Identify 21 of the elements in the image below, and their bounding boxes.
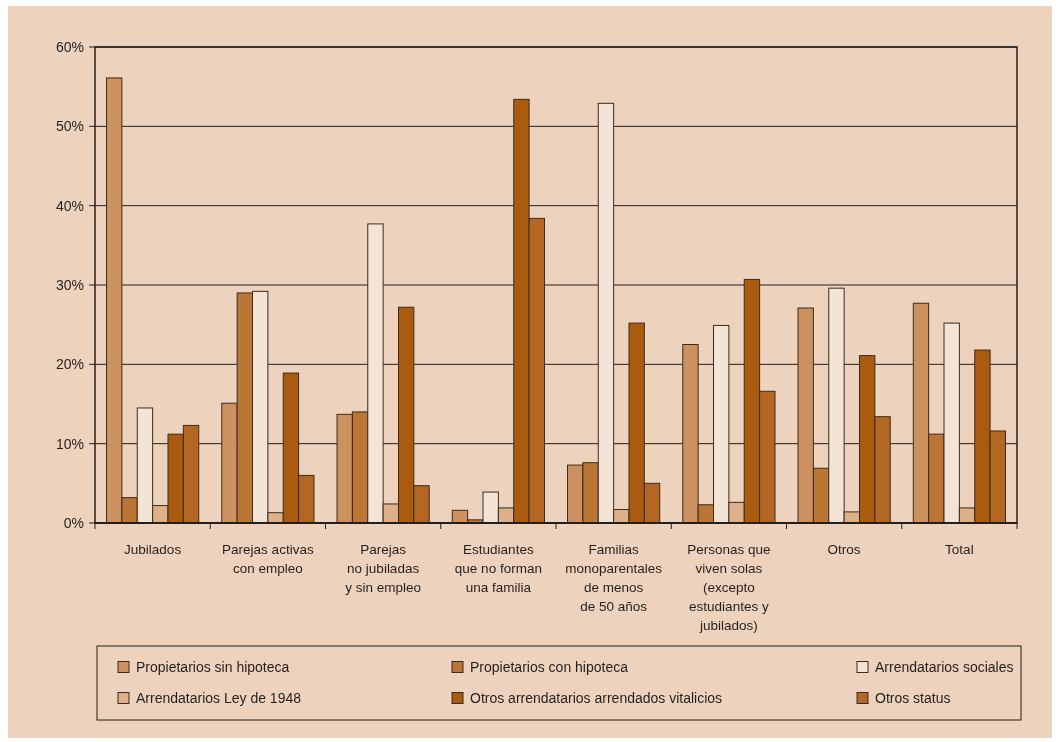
x-tick-label: Personas que viven solas (excepto estudiantes y jubilados) xyxy=(687,542,771,633)
x-tick-label: Parejas activas con empleo xyxy=(222,542,314,576)
legend-label: Arrendatarios sociales xyxy=(875,658,1014,675)
legend-label: Otros arrendatarios arrendados vitalicios xyxy=(470,689,723,706)
y-tick-label: 40% xyxy=(55,197,84,214)
y-tick-label: 20% xyxy=(55,356,84,373)
x-tick-label: Jubilados xyxy=(124,542,182,557)
x-tick-label: Otros xyxy=(827,542,861,557)
y-tick-label: 30% xyxy=(55,276,84,293)
x-tick-label: Estudiantes que no forman una familia xyxy=(454,542,542,595)
legend-label: Arrendatarios Ley de 1948 xyxy=(136,689,302,706)
y-tick-label: 10% xyxy=(55,435,84,452)
legend-label: Propietarios sin hipoteca xyxy=(136,658,290,675)
y-tick-label: 0% xyxy=(63,514,84,531)
x-tick-label: Familias monoparentales de menos de 50 años xyxy=(565,542,663,614)
x-tick-label: Parejas no jubiladas y sin empleo xyxy=(345,542,422,595)
y-tick-label: 50% xyxy=(55,118,84,135)
x-tick-label: Total xyxy=(945,542,974,557)
legend-label: Propietarios con hipoteca xyxy=(470,658,629,675)
legend-label: Otros status xyxy=(875,689,951,706)
y-tick-label: 60% xyxy=(55,38,84,55)
